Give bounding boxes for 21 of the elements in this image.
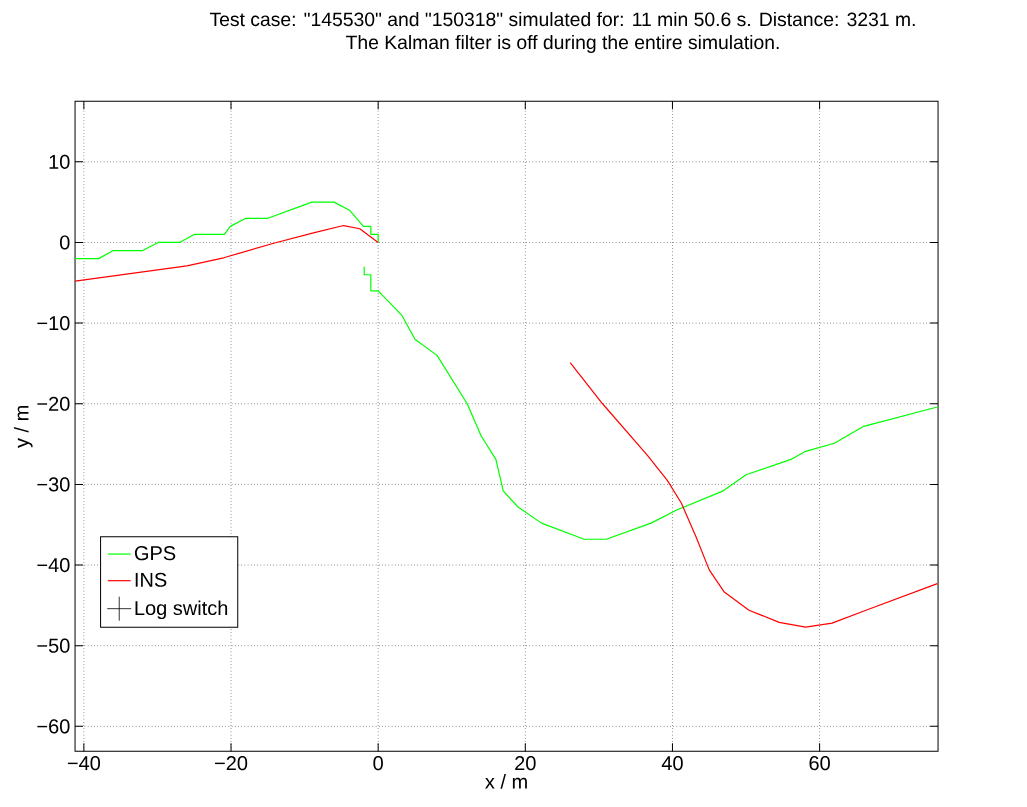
y-tick-label: 0 <box>59 235 70 250</box>
x-tick-label: 20 <box>515 756 536 771</box>
y-tick-label: −60 <box>37 719 70 734</box>
x-tick-label: −20 <box>215 756 248 771</box>
y-tick-label: −10 <box>37 316 70 331</box>
legend-label: INS <box>135 572 167 587</box>
chart-title: Test case: "145530" and "150318" simulated for: 11 min 50.6 s. Distance: 3231 m. <box>209 11 915 27</box>
x-tick-label: 60 <box>809 756 830 771</box>
x-tick-label: 40 <box>661 756 683 771</box>
chart-subtitle: The Kalman filter is off during the entire simulation. <box>346 34 779 54</box>
x-tick-label: −40 <box>67 756 101 771</box>
y-tick-label: 10 <box>49 154 70 169</box>
y-tick-label: −50 <box>37 638 70 653</box>
y-tick-label: −20 <box>37 396 70 411</box>
legend-label: Log switch <box>135 600 228 620</box>
y-tick-label: −30 <box>37 477 70 492</box>
y-tick-label: −40 <box>37 557 70 573</box>
legend-label: GPS <box>134 546 176 561</box>
y-axis-title: y / m <box>13 406 33 448</box>
x-axis-title: x / m <box>485 774 527 789</box>
x-tick-label: 0 <box>373 756 383 771</box>
